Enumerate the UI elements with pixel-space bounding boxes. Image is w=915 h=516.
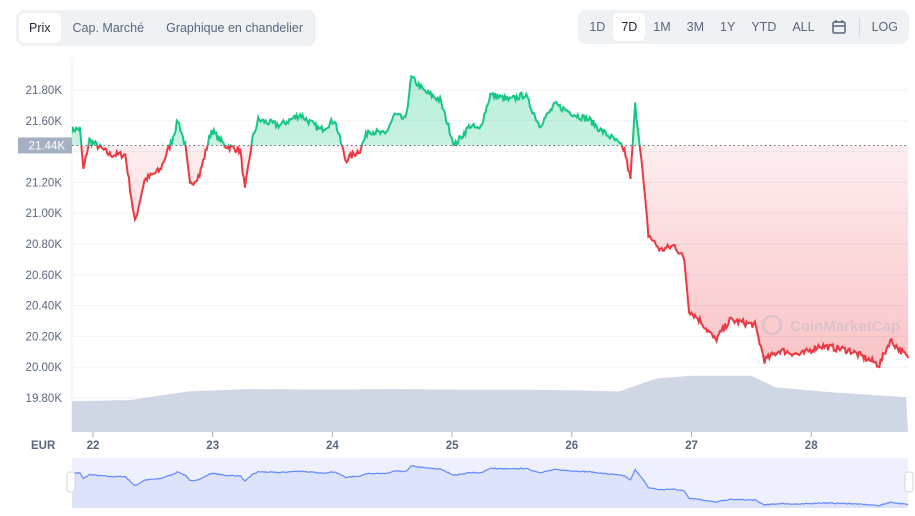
tab-price[interactable]: Prix bbox=[19, 13, 61, 43]
chart-type-tabs: Prix Cap. Marché Graphique en chandelier bbox=[16, 10, 316, 46]
x-tick-label: 28 bbox=[805, 440, 818, 452]
y-tick-label: 20.40K bbox=[26, 301, 63, 313]
range-all[interactable]: ALL bbox=[792, 20, 815, 34]
range-7d[interactable]: 7D bbox=[613, 13, 646, 41]
price-area-up bbox=[72, 76, 909, 146]
navigator-left-handle[interactable] bbox=[66, 471, 76, 493]
svg-text:CoinMarketCap: CoinMarketCap bbox=[790, 318, 900, 335]
range-1d[interactable]: 1D bbox=[589, 20, 606, 34]
range-3m[interactable]: 3M bbox=[686, 20, 705, 34]
y-tick-label: 19.80K bbox=[26, 393, 63, 405]
y-tick-label: 21.80K bbox=[26, 85, 63, 97]
navigator-right-handle[interactable] bbox=[904, 471, 914, 493]
range-ytd[interactable]: YTD bbox=[751, 20, 777, 34]
price-line-up bbox=[72, 74, 641, 146]
x-tick-label: 25 bbox=[446, 440, 459, 452]
price-area-down bbox=[81, 145, 909, 368]
calendar-icon[interactable] bbox=[823, 13, 855, 41]
price-line-down bbox=[80, 145, 910, 369]
x-tick-label: 26 bbox=[565, 440, 578, 452]
y-tick-label: 21.00K bbox=[26, 208, 63, 220]
range-1y[interactable]: 1Y bbox=[720, 20, 736, 34]
volume-area bbox=[72, 375, 908, 432]
coinmarketcap-watermark: CoinMarketCap bbox=[761, 314, 900, 336]
x-tick-label: 23 bbox=[206, 440, 219, 452]
tab-market-cap[interactable]: Cap. Marché bbox=[72, 21, 145, 35]
log-scale-button[interactable]: LOG bbox=[871, 20, 898, 34]
y-tick-label: 20.00K bbox=[26, 362, 63, 374]
divider bbox=[858, 18, 860, 36]
x-tick-label: 24 bbox=[326, 440, 339, 452]
y-tick-label: 20.20K bbox=[26, 331, 63, 343]
range-1m[interactable]: 1M bbox=[653, 20, 671, 34]
currency-label: EUR bbox=[31, 440, 56, 452]
x-tick-label: 27 bbox=[685, 440, 698, 452]
y-tick-label: 20.60K bbox=[26, 270, 63, 282]
baseline-label-box bbox=[18, 137, 72, 154]
navigator-line bbox=[71, 465, 909, 507]
time-range-selector: 1D 7D 1M 3M 1Y YTD ALL LOG bbox=[578, 10, 909, 44]
tab-candlestick[interactable]: Graphique en chandelier bbox=[166, 21, 303, 35]
navigator-area bbox=[71, 465, 909, 508]
y-tick-label: 21.60K bbox=[26, 116, 63, 128]
baseline-label: 21.44K bbox=[29, 140, 66, 152]
y-tick-label: 20.80K bbox=[26, 239, 63, 251]
x-tick-label: 22 bbox=[87, 440, 100, 452]
y-tick-label: 21.20K bbox=[26, 177, 63, 189]
